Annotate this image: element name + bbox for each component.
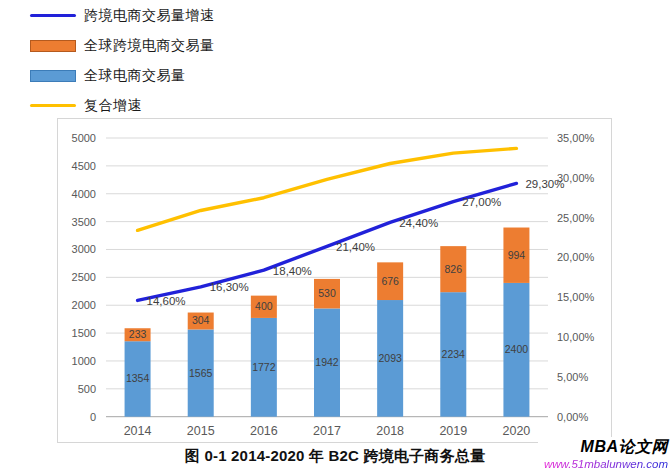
legend-label: 跨境电商交易量增速 bbox=[84, 7, 215, 25]
legend-item: 跨境电商交易量增速 bbox=[30, 4, 215, 27]
bar-value-label: 530 bbox=[318, 287, 336, 299]
x-axis-tick-label: 2017 bbox=[313, 424, 341, 438]
right-axis-tick-label: 10,00% bbox=[557, 331, 595, 343]
bar-value-label: 233 bbox=[129, 328, 147, 340]
watermark-url[interactable]: www.51mbalunwen.com bbox=[544, 458, 668, 470]
legend-bar-swatch bbox=[30, 40, 76, 52]
legend-item: 全球跨境电商交易量 bbox=[30, 34, 215, 57]
page: 跨境电商交易量增速全球跨境电商交易量全球电商交易量复合增速 0 500 1000 15… bbox=[0, 0, 670, 474]
x-axis-tick-label: 2018 bbox=[376, 424, 404, 438]
left-axis-tick-label: 5000 bbox=[72, 132, 96, 144]
legend-item: 全球电商交易量 bbox=[30, 64, 215, 87]
bar-value-label: 1942 bbox=[315, 356, 339, 368]
bar-value-label: 2400 bbox=[505, 343, 529, 355]
watermark-brand: MBA论文网 bbox=[544, 437, 668, 458]
left-axis-tick-label: 1500 bbox=[72, 327, 96, 339]
x-axis-tick-label: 2014 bbox=[124, 424, 152, 438]
watermark: MBA论文网 www.51mbalunwen.com bbox=[538, 437, 668, 470]
right-axis-tick-label: 20,00% bbox=[557, 251, 595, 263]
legend-label: 全球跨境电商交易量 bbox=[84, 37, 215, 55]
bar-value-label: 2093 bbox=[378, 352, 402, 364]
left-axis-tick-label: 1000 bbox=[72, 355, 96, 367]
bar-value-label: 1354 bbox=[126, 372, 150, 384]
left-axis-tick-label: 500 bbox=[78, 383, 96, 395]
line-point-label: 29,30% bbox=[525, 178, 564, 190]
chart-legend: 跨境电商交易量增速全球跨境电商交易量全球电商交易量复合增速 bbox=[30, 4, 215, 124]
legend-bar-swatch bbox=[30, 70, 76, 82]
x-axis-tick-label: 2015 bbox=[187, 424, 215, 438]
bar-value-label: 1772 bbox=[252, 361, 276, 373]
bar-value-label: 2234 bbox=[442, 348, 466, 360]
line-point-label: 21,40% bbox=[336, 241, 375, 253]
line-point-label: 14,60% bbox=[147, 295, 186, 307]
right-axis-tick-label: 25,00% bbox=[557, 212, 595, 224]
bar-value-label: 826 bbox=[445, 263, 463, 275]
bar-value-label: 676 bbox=[381, 275, 399, 287]
left-axis-tick-label: 3500 bbox=[72, 216, 96, 228]
right-axis-tick-label: 0,00% bbox=[557, 411, 588, 423]
legend-item: 复合增速 bbox=[30, 94, 215, 117]
bar-value-label: 994 bbox=[508, 249, 526, 261]
left-axis-tick-label: 0 bbox=[90, 411, 96, 423]
bar-value-label: 400 bbox=[255, 300, 273, 312]
left-axis-tick-label: 4500 bbox=[72, 160, 96, 172]
legend-line-swatch bbox=[30, 14, 76, 18]
line-point-label: 16,30% bbox=[210, 281, 249, 293]
combo-chart: 0 500 1000 1500 2000 2500 3000 3500 4000 4500 5000… bbox=[58, 119, 611, 442]
compound-growth-line bbox=[138, 148, 517, 230]
chart-frame: 0 500 1000 1500 2000 2500 3000 3500 4000 4500 5000… bbox=[57, 118, 612, 443]
line-point-label: 27,00% bbox=[462, 196, 501, 208]
x-axis-tick-label: 2019 bbox=[439, 424, 467, 438]
left-axis-tick-label: 4000 bbox=[72, 188, 96, 200]
right-axis-tick-label: 15,00% bbox=[557, 291, 595, 303]
legend-label: 复合增速 bbox=[84, 97, 142, 115]
right-axis-tick-label: 5,00% bbox=[557, 371, 588, 383]
legend-label: 全球电商交易量 bbox=[84, 67, 186, 85]
left-axis-tick-label: 2000 bbox=[72, 299, 96, 311]
bar-value-label: 304 bbox=[192, 314, 210, 326]
x-axis-tick-label: 2016 bbox=[250, 424, 278, 438]
legend-line-swatch bbox=[30, 104, 76, 108]
line-point-label: 24,40% bbox=[399, 217, 438, 229]
right-axis-tick-label: 35,00% bbox=[557, 132, 595, 144]
bar-value-label: 1565 bbox=[189, 367, 213, 379]
x-axis-tick-label: 2020 bbox=[503, 424, 531, 438]
left-axis-tick-label: 2500 bbox=[72, 271, 96, 283]
line-point-label: 18,40% bbox=[273, 265, 312, 277]
left-axis-tick-label: 3000 bbox=[72, 243, 96, 255]
